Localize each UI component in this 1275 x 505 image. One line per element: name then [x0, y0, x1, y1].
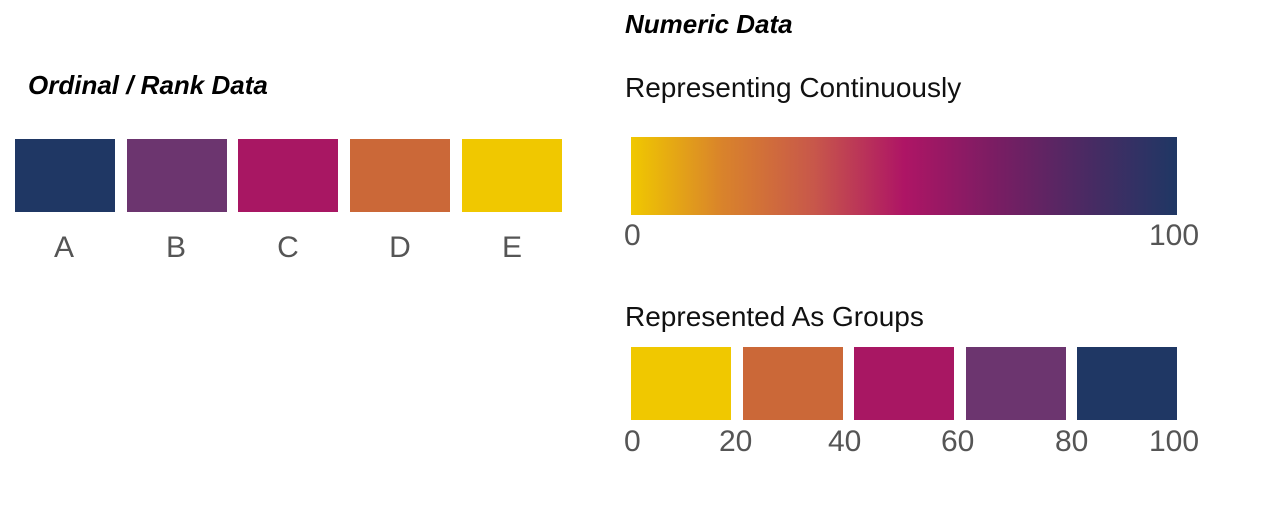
group-swatch-0-20 — [631, 347, 731, 420]
ordinal-label-c: C — [277, 231, 299, 264]
continuous-max-label: 100 — [1149, 219, 1200, 252]
continuous-gradient-bar — [631, 137, 1177, 215]
ordinal-swatch-d — [350, 139, 450, 212]
group-tick-60: 60 — [941, 425, 975, 458]
group-swatch-80-100 — [1077, 347, 1177, 420]
group-tick-0: 0 — [624, 425, 641, 458]
ordinal-label-e: E — [501, 231, 523, 264]
ordinal-swatch-a — [15, 139, 115, 212]
ordinal-swatch-e — [462, 139, 562, 212]
continuous-min-label: 0 — [624, 219, 641, 252]
continuous-subtitle: Representing Continuously — [625, 72, 962, 103]
ordinal-label-d: D — [389, 231, 411, 264]
ordinal-swatch-b — [127, 139, 227, 212]
numeric-title: Numeric Data — [625, 9, 793, 39]
group-swatch-40-60 — [854, 347, 954, 420]
ordinal-title: Ordinal / Rank Data — [28, 70, 268, 100]
group-tick-40: 40 — [828, 425, 862, 458]
group-tick-100: 100 — [1149, 425, 1200, 458]
ordinal-label-a: A — [53, 231, 75, 264]
group-tick-80: 80 — [1055, 425, 1089, 458]
groups-subtitle: Represented As Groups — [625, 301, 924, 332]
group-swatch-60-80 — [966, 347, 1066, 420]
group-swatch-20-40 — [743, 347, 843, 420]
ordinal-swatch-c — [238, 139, 338, 212]
ordinal-label-b: B — [165, 231, 187, 264]
group-tick-20: 20 — [719, 425, 753, 458]
